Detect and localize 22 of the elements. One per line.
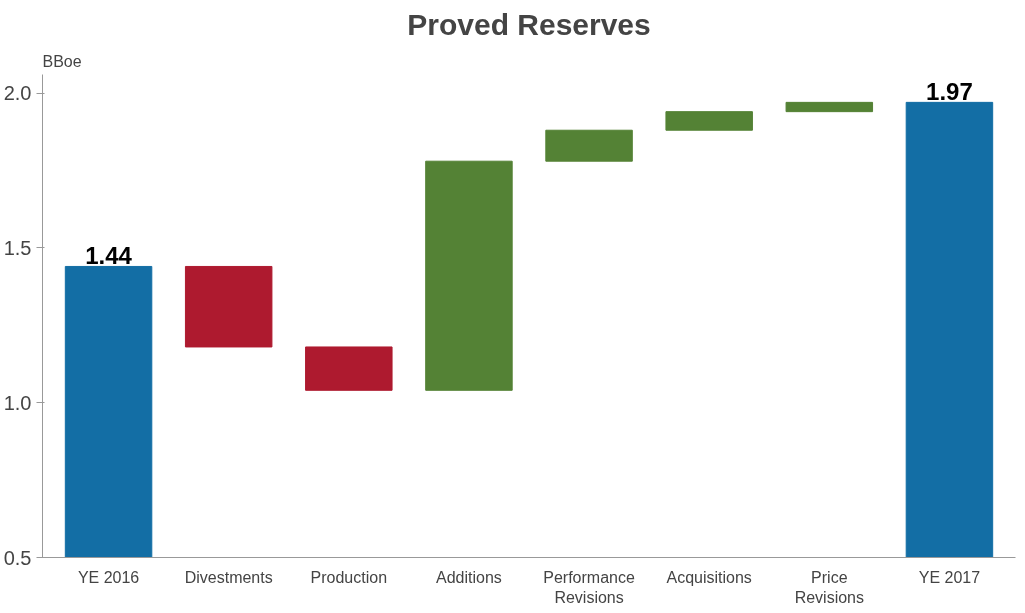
- bar: [305, 346, 393, 391]
- data-label: 1.44: [85, 242, 133, 270]
- bar: [545, 129, 633, 162]
- y-tick-label: 2.0: [3, 82, 32, 105]
- x-tick-label: Divestments: [184, 568, 273, 586]
- x-tick-label: Price Revisions: [794, 568, 864, 606]
- chart-title: Proved Reserves: [407, 7, 651, 41]
- bar: [184, 265, 273, 348]
- bar: [785, 101, 874, 113]
- x-tick-label: Performance Revisions: [543, 568, 635, 606]
- x-tick-label: Acquisitions: [666, 568, 752, 586]
- bar: [425, 160, 513, 391]
- y-tick-label: 1.0: [3, 391, 32, 414]
- x-tick-label: Production: [310, 568, 388, 586]
- x-tick-label: Additions: [436, 568, 502, 586]
- y-tick-label: 1.5: [3, 236, 32, 259]
- x-tick-label: YE 2017: [918, 568, 981, 586]
- data-label: 1.97: [926, 78, 973, 106]
- x-tick-label: YE 2016: [77, 568, 140, 586]
- bar: [665, 111, 753, 131]
- y-tick-label: 0.5: [3, 546, 32, 569]
- y-axis-title: BBoe: [42, 52, 82, 70]
